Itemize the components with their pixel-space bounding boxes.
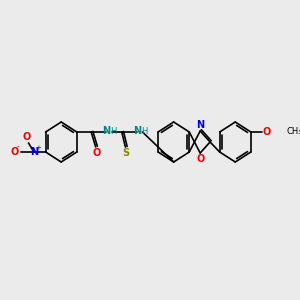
Text: O: O [196, 154, 204, 164]
Text: S: S [123, 148, 130, 158]
Text: CH₃: CH₃ [287, 128, 300, 136]
Text: O: O [11, 147, 19, 157]
Text: +: + [35, 145, 41, 151]
Text: H: H [110, 127, 116, 136]
Text: N: N [102, 126, 110, 136]
Text: O: O [263, 127, 271, 137]
Text: H: H [141, 127, 147, 136]
Text: -: - [16, 142, 19, 152]
Text: N: N [133, 126, 141, 136]
Text: O: O [92, 148, 101, 158]
Text: O: O [22, 132, 31, 142]
Text: N: N [30, 147, 38, 157]
Text: N: N [196, 120, 204, 130]
